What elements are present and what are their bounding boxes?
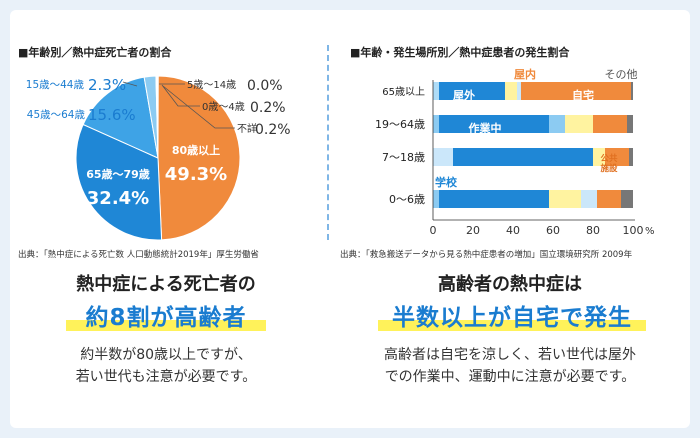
segment-label-sports: 運動中	[499, 175, 532, 189]
bar-segment	[549, 190, 581, 208]
group-label-other: その他	[605, 68, 638, 81]
pie-slice-45-64	[82, 76, 159, 159]
bar-segment	[433, 82, 439, 100]
pie-value-65-79: 32.4%	[87, 188, 149, 209]
bar-segment	[439, 82, 505, 100]
bar-segment	[627, 115, 633, 133]
bar-segment	[517, 82, 521, 100]
bar-segment	[439, 115, 549, 133]
x-tick-label: 100	[623, 224, 644, 237]
pie-value-80plus: 49.3%	[165, 164, 227, 185]
bar-segment	[549, 115, 565, 133]
group-label-indoor: 屋内	[514, 67, 536, 81]
pie-chart-title: ■年齢別／熱中症死亡者の割合	[18, 46, 172, 59]
bar-segment	[597, 190, 621, 208]
bar-category-label: 0～6歳	[389, 193, 425, 206]
x-tick-label: 60	[546, 224, 560, 237]
pie-value-unknown: 0.2%	[255, 122, 291, 138]
pie-label-65-79: 65歳～79歳	[86, 167, 150, 181]
bar-segment	[593, 115, 627, 133]
bar-category-label: 7～18歳	[382, 151, 425, 164]
pie-value-5-14: 0.0%	[247, 78, 283, 94]
pie-slice-80plus	[157, 75, 241, 241]
pie-slice-65-79	[75, 123, 163, 241]
bar-segment	[433, 190, 439, 208]
bar-segment	[521, 82, 631, 100]
bar-segment	[593, 148, 605, 166]
bar-segment	[605, 148, 629, 166]
pie-label-45-64: 45歳～64歳	[27, 109, 86, 121]
leader-line-unknown	[162, 85, 235, 129]
pie-chart-source: 出典：「熱中症による死亡数 人口動態統計2019年」厚生労働省	[18, 250, 259, 260]
bar-segment	[621, 190, 633, 208]
pie-slice-unknown	[156, 75, 159, 159]
x-axis-unit: %	[645, 226, 655, 237]
left-headline: 熱中症による死亡者の	[76, 274, 256, 295]
pie-label-80plus: 80歳以上	[172, 143, 220, 157]
bar-segment	[581, 190, 597, 208]
pie-value-45-64: 15.6%	[88, 106, 136, 124]
right-body-line2: での作業中、運動中に注意が必要です。	[384, 369, 636, 385]
bar-segment	[433, 148, 453, 166]
infographic-card: ■年齢別／熱中症死亡者の割合 80歳以上 49.3% 65歳～79歳 32.4%…	[10, 10, 690, 428]
segment-label-public-facility-line2: 施設	[600, 163, 618, 174]
bar-segment	[433, 115, 439, 133]
left-emphasis: 約8割が高齢者	[66, 298, 266, 332]
stacked-bar-chart: 65歳以上 19～64歳 7～18歳 0～6歳 0 20 40 60 80 100 % 屋内 そ…	[375, 67, 655, 237]
segment-label-school: 学校	[435, 175, 458, 189]
bar-segment	[505, 82, 517, 100]
bar-segment	[629, 148, 633, 166]
x-tick-label: 40	[506, 224, 520, 237]
pie-label-15-44: 15歳～44歳	[26, 79, 85, 91]
pie-label-0-4: 0歳～4歳	[202, 101, 245, 113]
leader-line-0-4	[161, 84, 200, 107]
right-headline: 高齢者の熱中症は	[438, 274, 582, 295]
bar-segment	[631, 82, 633, 100]
bar-segment	[565, 115, 593, 133]
x-tick-label: 0	[430, 224, 437, 237]
segment-label-public-facility-line1: 公共	[600, 153, 618, 164]
right-emphasis: 半数以上が自宅で発生	[378, 298, 646, 332]
bar-chart-title: ■年齢・発生場所別／熱中症患者の発生割合	[350, 46, 570, 59]
left-body-line2: 若い世代も注意が必要です。	[75, 369, 257, 385]
segment-label-home: 自宅	[572, 88, 594, 102]
panel-divider	[327, 45, 329, 240]
segment-label-outdoor: 屋外	[453, 88, 475, 102]
x-tick-label: 20	[466, 224, 480, 237]
segment-label-work: 作業中	[469, 121, 502, 135]
pie-value-0-4: 0.2%	[250, 100, 286, 116]
segment-label-public-facility: 公共 施設	[600, 153, 618, 174]
bar-category-label: 65歳以上	[382, 86, 425, 98]
pie-label-5-14: 5歳～14歳	[187, 79, 236, 91]
bar-segment	[439, 190, 549, 208]
leader-line-15-44	[122, 81, 138, 87]
pie-value-15-44: 2.3%	[88, 76, 126, 94]
right-body-line1: 高齢者は自宅を涼しく、若い世代は屋外	[384, 347, 636, 363]
bar-category-label: 19～64歳	[375, 118, 425, 131]
x-tick-label: 80	[586, 224, 600, 237]
pie-chart: 80歳以上 49.3% 65歳～79歳 32.4% 15歳～44歳 2.3% 4…	[26, 75, 291, 241]
bar-segment	[453, 148, 593, 166]
pie-label-unknown: 不詳	[237, 122, 257, 135]
bar-chart-source: 出典：「救急搬送データから見る熱中症患者の増加」国立環境研究所 2009年	[340, 250, 633, 260]
left-body-line1: 約半数が80歳以上ですが、	[80, 347, 252, 363]
